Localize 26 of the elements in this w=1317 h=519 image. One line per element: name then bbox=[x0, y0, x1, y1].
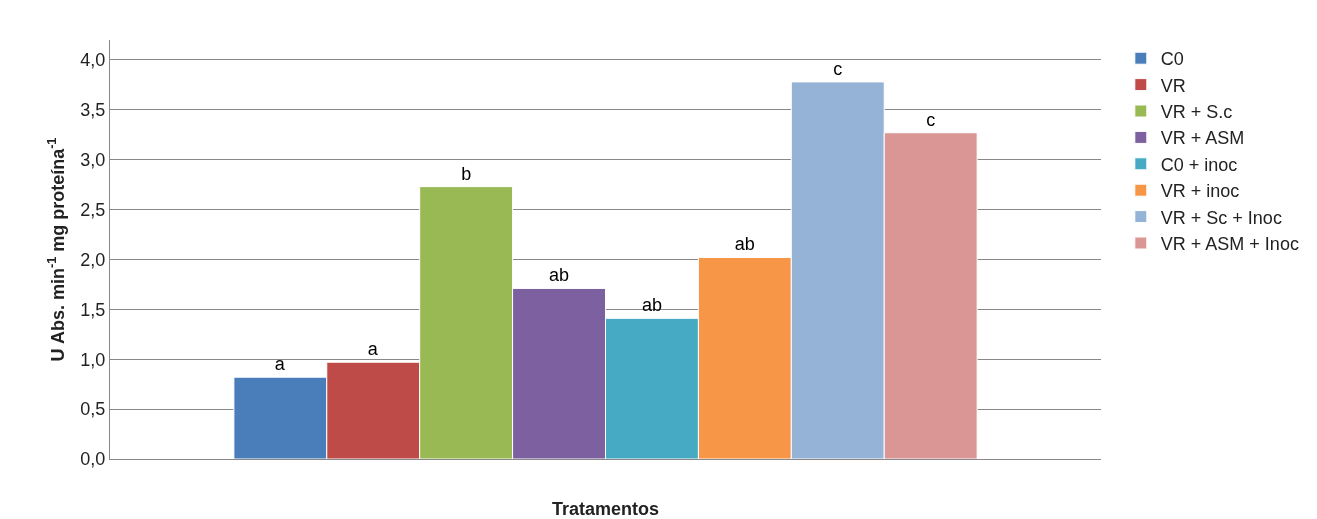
y-tick-label: 3,5 bbox=[80, 100, 106, 121]
y-tick-label: 1,0 bbox=[80, 349, 106, 370]
data-label: b bbox=[461, 163, 472, 184]
y-tick-label: 2,0 bbox=[80, 249, 106, 270]
data-label: c bbox=[926, 109, 936, 130]
data-label: a bbox=[274, 354, 286, 375]
legend-label: VR + ASM bbox=[1160, 128, 1245, 149]
legend-label: VR + Sc + Inoc bbox=[1160, 207, 1282, 228]
y-tick-label: 0,0 bbox=[80, 449, 106, 470]
y-tick-label: 1,5 bbox=[80, 299, 106, 320]
y-tick-label: 3,0 bbox=[80, 150, 106, 171]
x-axis-title: Tratamentos bbox=[551, 499, 660, 519]
y-tick-label: 2,5 bbox=[80, 199, 106, 220]
legend-label: C0 bbox=[1160, 49, 1184, 70]
data-label: ab bbox=[641, 295, 662, 316]
legend-label: VR + inoc bbox=[1160, 181, 1240, 202]
data-label: a bbox=[367, 339, 379, 360]
legend-label: VR + ASM + Inoc bbox=[1160, 234, 1299, 255]
data-label: c bbox=[833, 58, 843, 79]
y-tick-label: 0,5 bbox=[80, 399, 106, 420]
data-label: ab bbox=[734, 234, 755, 255]
y-tick-label: 4,0 bbox=[80, 50, 106, 71]
data-label: ab bbox=[549, 265, 570, 286]
legend-label: VR bbox=[1160, 75, 1186, 96]
legend-label: VR + S.c bbox=[1160, 102, 1233, 123]
legend-label: C0 + inoc bbox=[1160, 154, 1238, 175]
